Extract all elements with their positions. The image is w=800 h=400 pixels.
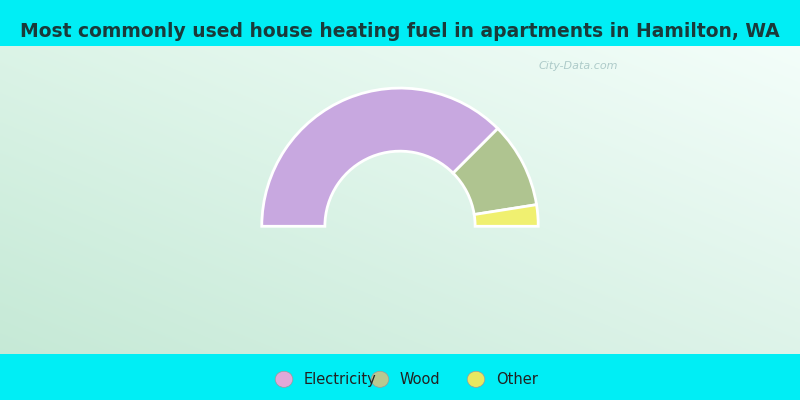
Text: Electricity: Electricity bbox=[304, 372, 377, 387]
Text: Other: Other bbox=[496, 372, 538, 387]
Text: Most commonly used house heating fuel in apartments in Hamilton, WA: Most commonly used house heating fuel in… bbox=[20, 22, 780, 41]
Text: Wood: Wood bbox=[400, 372, 441, 387]
Ellipse shape bbox=[467, 371, 485, 387]
Ellipse shape bbox=[275, 371, 293, 387]
Wedge shape bbox=[453, 128, 537, 214]
Wedge shape bbox=[262, 88, 498, 226]
Ellipse shape bbox=[371, 371, 389, 387]
Wedge shape bbox=[474, 205, 538, 226]
Text: City-Data.com: City-Data.com bbox=[538, 61, 618, 71]
